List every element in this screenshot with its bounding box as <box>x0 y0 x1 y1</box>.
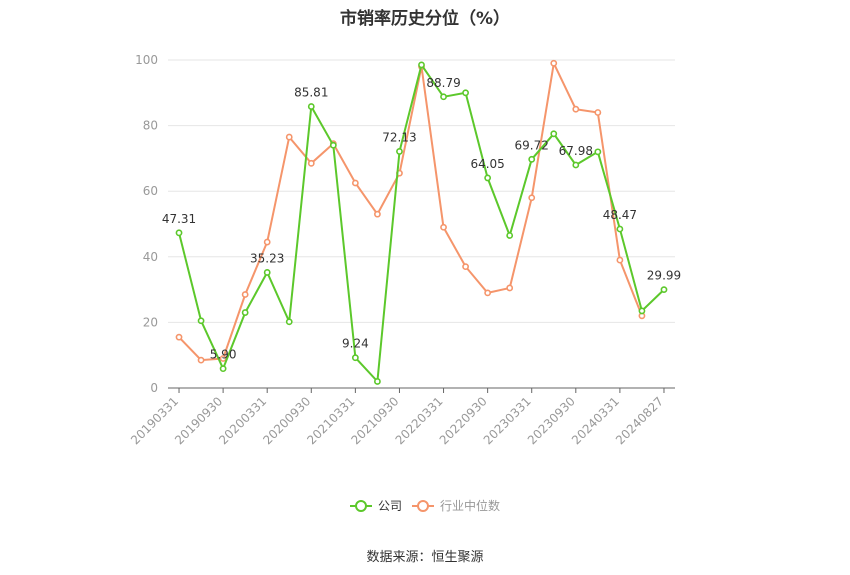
legend-marker-industry <box>417 500 429 512</box>
data-point-1 <box>374 210 381 218</box>
data-point-0 <box>329 141 337 149</box>
data-point-0 <box>219 365 227 373</box>
data-point-1 <box>219 355 227 362</box>
data-label: 69.72 <box>515 138 549 152</box>
data-point-0 <box>175 229 183 237</box>
data-point-0 <box>660 286 668 294</box>
data-label: 48.47 <box>603 208 637 222</box>
data-point-0 <box>197 317 205 325</box>
data-point-1 <box>528 194 536 202</box>
data-point-0 <box>263 269 271 276</box>
data-point-0 <box>351 354 359 362</box>
data-label: 88.79 <box>426 76 460 90</box>
data-label: 47.31 <box>162 212 196 226</box>
data-point-0 <box>484 174 492 182</box>
data-point-1 <box>550 59 558 67</box>
data-point-0 <box>440 93 447 101</box>
data-point-0 <box>616 225 624 233</box>
x-tick-label: 20240827 <box>613 394 666 447</box>
data-point-0 <box>285 318 293 326</box>
data-label: 85.81 <box>294 86 328 100</box>
y-tick-label: 80 <box>143 119 158 133</box>
data-point-1 <box>285 133 293 141</box>
data-point-1 <box>484 289 492 297</box>
data-point-1 <box>572 105 580 113</box>
y-tick-label: 60 <box>143 184 158 198</box>
data-point-1 <box>175 333 183 341</box>
data-point-0 <box>307 103 315 110</box>
data-label: 64.05 <box>470 157 504 171</box>
source-note: 数据来源：恒生聚源 <box>366 550 484 565</box>
data-label: 29.99 <box>647 269 681 283</box>
data-point-0 <box>638 307 646 315</box>
legend-label-industry: 行业中位数 <box>440 498 500 513</box>
data-label: 9.24 <box>342 337 369 351</box>
data-point-1 <box>263 238 271 246</box>
data-point-0 <box>462 89 469 97</box>
data-point-0 <box>594 148 602 156</box>
y-tick-label: 100 <box>135 53 158 67</box>
data-point-0 <box>374 378 381 385</box>
data-point-0 <box>572 161 580 169</box>
data-point-1 <box>462 263 469 271</box>
chart-title: 市销率历史分位（%） <box>339 9 511 29</box>
data-label: 5.90 <box>210 348 237 362</box>
legend-marker-company <box>355 500 367 512</box>
data-point-0 <box>528 155 536 163</box>
y-tick-label: 40 <box>143 250 158 264</box>
data-point-1 <box>440 223 447 231</box>
data-point-1 <box>616 256 624 264</box>
data-point-0 <box>550 130 558 138</box>
y-tick-label: 0 <box>150 381 158 395</box>
y-tick-label: 20 <box>143 315 158 329</box>
data-point-0 <box>418 61 425 69</box>
legend-label-company: 公司 <box>378 499 402 513</box>
data-point-1 <box>594 109 602 116</box>
data-point-1 <box>351 179 359 187</box>
data-point-0 <box>396 148 403 155</box>
data-label: 67.98 <box>559 144 593 158</box>
data-point-1 <box>241 291 249 298</box>
data-point-1 <box>197 356 205 364</box>
data-label: 72.13 <box>382 130 416 144</box>
series-line-1 <box>178 60 643 362</box>
data-label: 35.23 <box>250 251 284 265</box>
data-point-1 <box>307 159 315 167</box>
data-point-0 <box>241 309 249 316</box>
data-point-0 <box>506 232 514 239</box>
data-point-1 <box>506 284 514 292</box>
